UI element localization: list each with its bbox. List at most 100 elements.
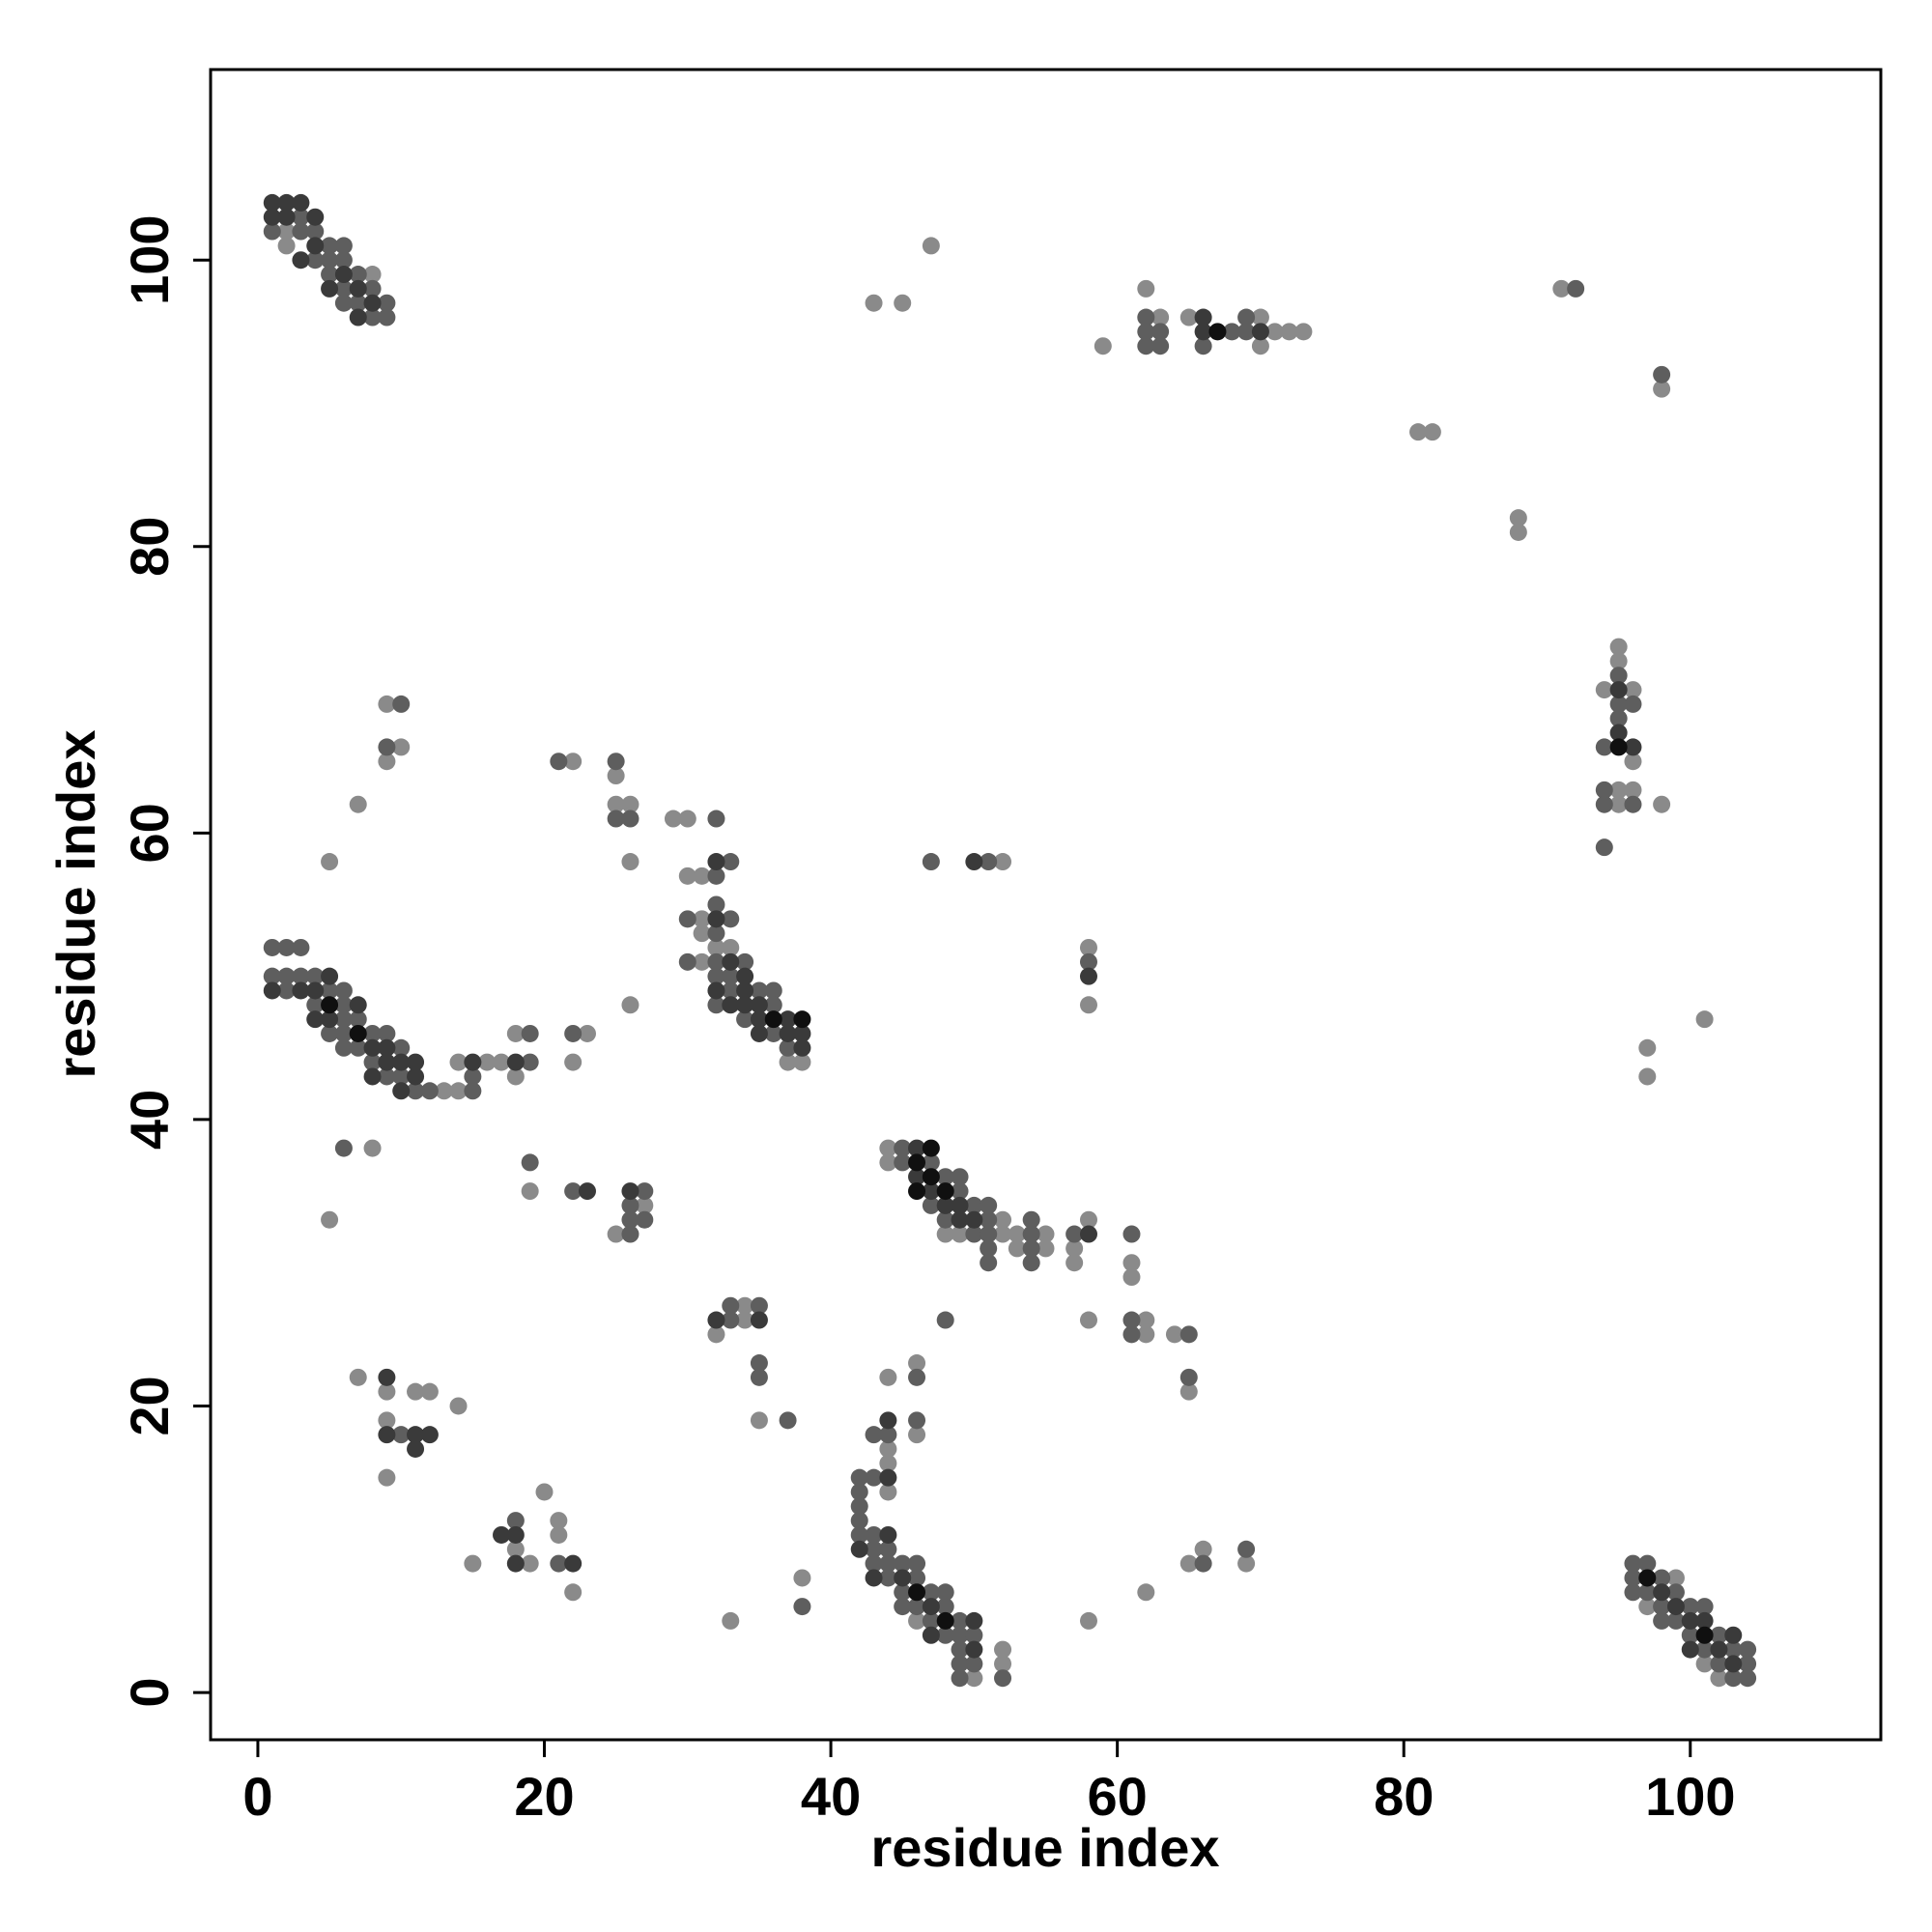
- contact-point: [349, 294, 367, 312]
- contact-point: [321, 279, 339, 298]
- contact-point: [965, 1669, 983, 1688]
- contact-point: [1624, 681, 1642, 699]
- contact-point: [407, 1053, 425, 1071]
- contact-point: [564, 1182, 582, 1201]
- contact-point: [879, 1139, 897, 1157]
- contact-point: [965, 1626, 983, 1644]
- contact-point: [894, 1139, 912, 1157]
- contact-point: [1194, 1554, 1212, 1573]
- contact-point: [850, 1525, 868, 1544]
- contact-point: [1509, 509, 1527, 527]
- contact-point: [334, 1038, 353, 1057]
- contact-point: [321, 853, 339, 871]
- contact-point: [779, 1411, 797, 1430]
- contact-point: [1638, 1038, 1657, 1057]
- contact-point: [1079, 938, 1097, 956]
- contact-point: [908, 1368, 926, 1386]
- contact-point: [306, 981, 325, 1000]
- contact-point: [1695, 1598, 1714, 1616]
- contact-point: [363, 1038, 382, 1057]
- contact-point: [1237, 323, 1256, 341]
- contact-point: [722, 981, 740, 1000]
- contact-point: [306, 222, 325, 241]
- contact-point: [850, 1483, 868, 1501]
- contact-point: [879, 1153, 897, 1172]
- contact-point: [722, 938, 740, 956]
- contact-point: [850, 1497, 868, 1516]
- contact-point: [1666, 1569, 1685, 1587]
- contact-point: [506, 1554, 525, 1573]
- contact-point: [750, 1354, 768, 1373]
- x-axis-title: residue index: [870, 1817, 1219, 1878]
- contact-point: [1137, 279, 1155, 298]
- contact-point: [894, 1598, 912, 1616]
- contact-point: [707, 853, 725, 871]
- contact-point: [1208, 323, 1227, 341]
- contact-point: [994, 1640, 1012, 1659]
- contact-point: [908, 1411, 926, 1430]
- x-tick-label: 0: [242, 1766, 272, 1827]
- contact-point: [334, 237, 353, 255]
- contact-point: [1724, 1655, 1743, 1673]
- contact-point: [521, 1024, 539, 1042]
- contact-point: [621, 996, 639, 1014]
- contact-point: [1638, 1598, 1657, 1616]
- contact-point: [1666, 1598, 1685, 1616]
- y-axis: 0 20 40 60 80 100: [119, 214, 211, 1708]
- contact-point: [378, 1067, 396, 1086]
- contact-point: [378, 1024, 396, 1042]
- contact-point: [349, 308, 367, 327]
- contact-point: [722, 996, 740, 1014]
- contact-point: [894, 1583, 912, 1602]
- contact-point: [994, 1210, 1012, 1229]
- contact-point: [894, 1569, 912, 1587]
- contact-point: [994, 1225, 1012, 1243]
- contact-point: [306, 237, 325, 255]
- contact-point: [1194, 323, 1212, 341]
- contact-point: [1079, 1611, 1097, 1630]
- contact-point: [1137, 1325, 1155, 1344]
- contact-point: [922, 1598, 940, 1616]
- contact-point: [936, 1225, 954, 1243]
- contact-point: [678, 867, 696, 885]
- contact-point: [464, 1082, 482, 1100]
- contact-point: [736, 996, 754, 1014]
- contact-point: [1595, 838, 1613, 857]
- contact-point: [621, 853, 639, 871]
- contact-point: [865, 1426, 883, 1444]
- contact-point: [1695, 1611, 1714, 1630]
- contact-point: [1079, 967, 1097, 985]
- contact-point: [334, 266, 353, 284]
- contact-point: [349, 1010, 367, 1029]
- contact-point: [292, 222, 310, 241]
- contact-point: [1724, 1669, 1743, 1688]
- contact-point: [1065, 1225, 1084, 1243]
- contact-point: [506, 1525, 525, 1544]
- contact-point: [664, 810, 682, 828]
- contact-point: [750, 1411, 768, 1430]
- contact-point: [1681, 1626, 1699, 1644]
- contact-point: [392, 695, 411, 713]
- contact-point: [277, 967, 296, 985]
- contact-point: [1409, 423, 1428, 441]
- x-axis: 0 20 40 60 80 100: [242, 1740, 1736, 1827]
- contact-point: [1008, 1225, 1026, 1243]
- contact-point: [779, 1038, 797, 1057]
- contact-point: [1079, 996, 1097, 1014]
- contact-point: [1609, 695, 1628, 713]
- contact-point: [922, 1153, 940, 1172]
- contact-point: [621, 1196, 639, 1214]
- contact-point: [1251, 308, 1269, 327]
- contact-point: [1681, 1598, 1699, 1616]
- contact-point: [392, 1053, 411, 1071]
- contact-point: [936, 1611, 954, 1630]
- contact-point: [894, 294, 912, 312]
- contact-point: [736, 967, 754, 985]
- contact-point: [951, 1210, 969, 1229]
- contact-point: [263, 981, 281, 1000]
- contact-point: [1653, 1611, 1671, 1630]
- contact-point: [420, 1426, 439, 1444]
- contact-point: [1624, 753, 1642, 771]
- contact-point: [707, 810, 725, 828]
